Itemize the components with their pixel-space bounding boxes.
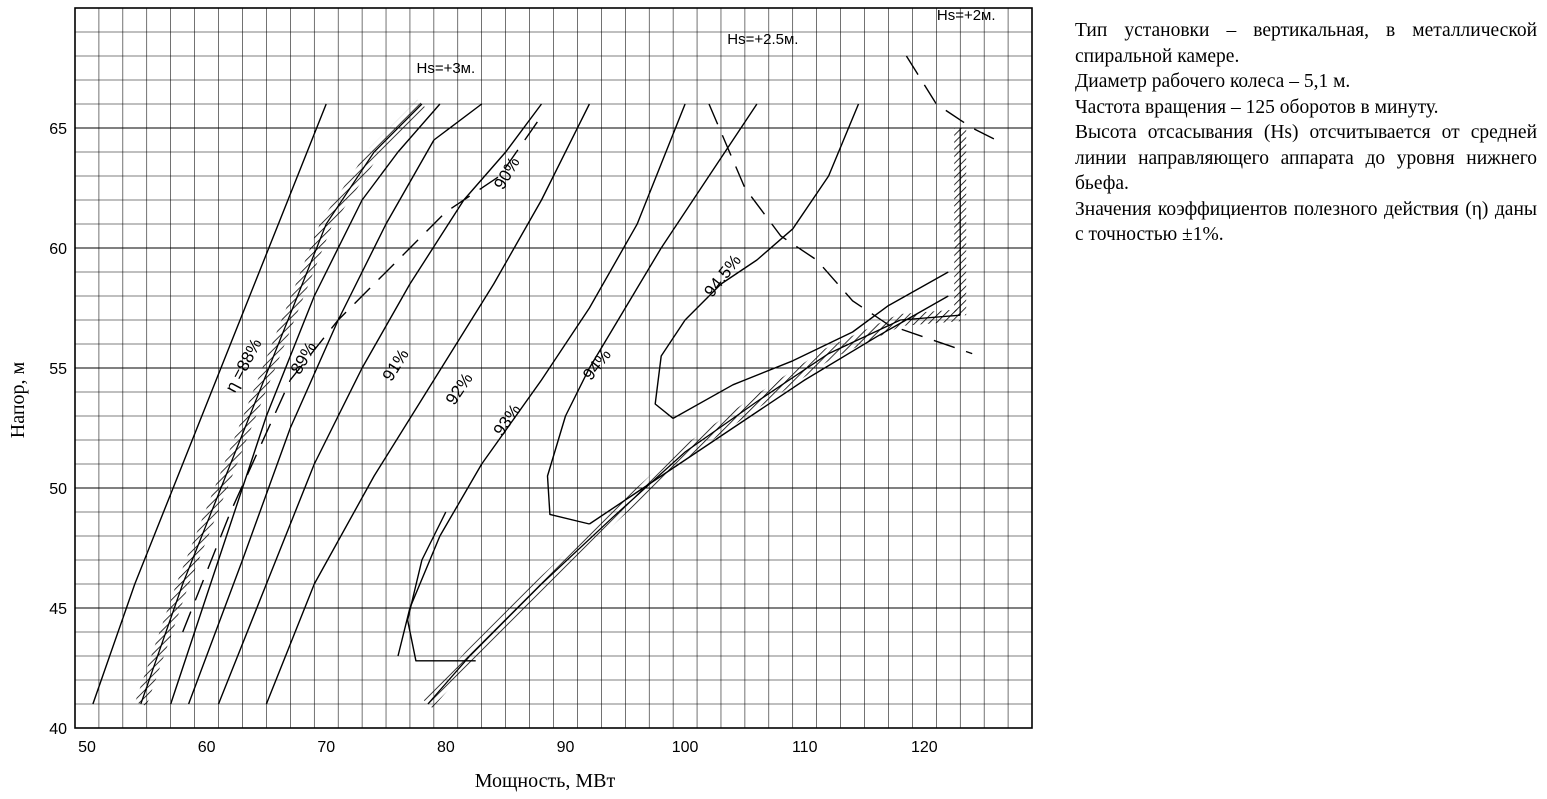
efficiency-curve-3 [217, 103, 543, 705]
x-tick-label: 70 [317, 739, 335, 756]
efficiency-curve-label: 91% [379, 346, 413, 385]
efficiency-curve-label: 90% [490, 154, 523, 193]
plot-frame [74, 7, 1033, 729]
efficiency-curve-4 [265, 103, 591, 705]
x-tick-label: 120 [911, 739, 938, 756]
suction-height-label: Hs=+3м. [416, 60, 475, 77]
y-tick-label: 55 [49, 361, 67, 378]
efficiency-curve-0 [92, 103, 327, 705]
x-tick-label: 50 [78, 739, 96, 756]
efficiency-curve-7 [654, 103, 860, 419]
description-notes: Тип установки – вертикальная, в металлич… [1075, 18, 1537, 248]
efficiency-curve-6 [546, 103, 758, 525]
efficiency-curve-9 [589, 295, 949, 525]
y-tick-label: 65 [49, 121, 67, 138]
efficiency-curve-2 [187, 103, 483, 705]
y-tick-label: 40 [49, 721, 67, 738]
y-tick-label: 50 [49, 481, 67, 498]
y-axis-ticks: 40 45 50 55 60 65 [49, 121, 67, 738]
note-suction-height: Высота отсасывания (Hs) отсчитывается от… [1075, 122, 1537, 194]
suction-height-label: Hs=+2.5м. [727, 31, 798, 48]
efficiency-curve-1 [170, 103, 441, 705]
x-tick-label: 60 [198, 739, 216, 756]
curve-labels: η =88% 89%90%91%92%93%94%94.5%Hs=+3м.Hs=+… [222, 7, 996, 439]
x-tick-label: 110 [792, 739, 818, 756]
x-tick-label: 100 [672, 739, 699, 756]
y-tick-label: 45 [49, 601, 67, 618]
left-limit-line [140, 103, 423, 705]
x-tick-label: 90 [557, 739, 575, 756]
efficiency-curve-8 [672, 271, 949, 420]
y-axis-title: Напор, м [7, 361, 29, 438]
note-runner-diameter: Диаметр рабочего колеса – 5,1 м. [1075, 71, 1351, 92]
suction-height-curve-0 [182, 115, 543, 633]
efficiency-curve-10 [406, 511, 476, 662]
suction-height-label: Hs=+2м. [937, 7, 996, 24]
efficiency-curve-label: 93% [490, 401, 525, 440]
y-tick-label: 60 [49, 241, 67, 258]
efficiency-curve-label: 92% [442, 370, 477, 409]
left-limit-hatch [135, 99, 427, 706]
suction-height-curve-1 [708, 103, 973, 355]
suction-height-curves [182, 55, 997, 633]
x-axis-ticks: 50 60 70 80 90 100 110 120 [78, 739, 938, 756]
x-tick-label: 80 [437, 739, 455, 756]
note-efficiency-accuracy: Значения коэффициентов полезного действи… [1075, 198, 1537, 246]
x-axis-title: Мощность, МВт [475, 770, 616, 792]
suction-height-curve-2 [905, 55, 997, 141]
bottom-limit-hatch [423, 309, 961, 708]
bottom-limit-line [427, 314, 961, 705]
note-rotation-speed: Частота вращения – 125 оборотов в минуту… [1075, 96, 1439, 118]
limit-curves [135, 99, 967, 708]
efficiency-curve-label: 94.5% [700, 251, 745, 301]
chart-grid [74, 7, 1033, 729]
efficiency-curve-5 [397, 103, 686, 657]
note-installation-type: Тип установки – вертикальная, в металлич… [1075, 20, 1537, 67]
hill-chart: η =88% 89%90%91%92%93%94%94.5%Hs=+3м.Hs=+… [7, 7, 1033, 792]
efficiency-curves [92, 103, 949, 705]
